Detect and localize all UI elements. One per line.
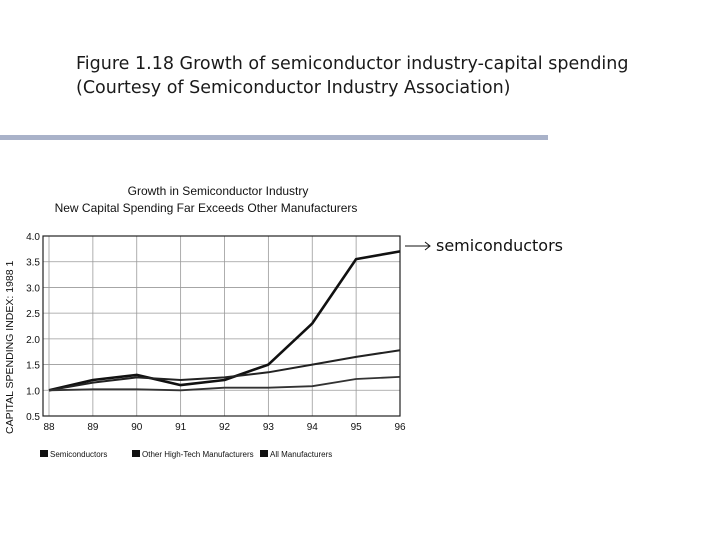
x-tick-label: 92 — [219, 422, 231, 433]
x-tick-label: 88 — [43, 422, 55, 433]
chart-axes: 0.5 1.0 1.5 2.0 2.5 3.0 3.5 4.0 88 89 90 91 92 93 94 95… — [26, 232, 406, 433]
chart-subtitle: New Capital Spending Far Exceeds Other M… — [55, 201, 358, 215]
series-line-1 — [48, 250, 401, 392]
legend-swatch — [40, 450, 48, 457]
y-tick-label: 2.0 — [26, 335, 40, 346]
legend-label: Other High-Tech Manufacturers — [142, 450, 254, 459]
legend-label: Semiconductors — [50, 450, 107, 459]
series-lines — [48, 250, 401, 392]
grid-lines — [43, 235, 401, 417]
series-line-3 — [48, 376, 401, 392]
capital-spending-chart: Growth in Semiconductor Industry New Cap… — [0, 184, 410, 460]
slide-title: Figure 1.18 Growth of semiconductor indu… — [76, 54, 629, 98]
x-tick-label: 89 — [87, 422, 99, 433]
x-tick-label: 90 — [131, 422, 143, 433]
callout-arrow-icon — [405, 241, 431, 251]
legend-label: All Manufacturers — [270, 450, 332, 459]
x-tick-label: 91 — [175, 422, 187, 433]
y-tick-label: 3.0 — [26, 283, 40, 294]
y-tick-label: 0.5 — [26, 412, 40, 423]
legend-swatch — [132, 450, 140, 457]
y-tick-label: 1.5 — [26, 361, 40, 372]
chart-title: Growth in Semiconductor Industry — [128, 184, 309, 198]
y-axis-label: CAPITAL SPENDING INDEX: 1988 1 — [4, 261, 16, 434]
callout-label: semiconductors — [436, 236, 564, 255]
x-tick-label: 93 — [263, 422, 275, 433]
legend-swatch — [260, 450, 268, 457]
chart-legend: Semiconductors Other High-Tech Manufactur… — [40, 450, 332, 459]
series-line-2 — [48, 349, 401, 392]
y-tick-label: 2.5 — [26, 309, 40, 320]
y-tick-label: 3.5 — [26, 258, 40, 269]
plot-frame — [42, 235, 401, 417]
title-rule — [0, 135, 548, 140]
x-tick-label: 94 — [307, 422, 319, 433]
y-tick-label: 4.0 — [26, 232, 40, 243]
y-tick-label: 1.0 — [26, 386, 40, 397]
chart-background — [0, 184, 410, 460]
x-tick-label: 96 — [394, 422, 406, 433]
x-tick-label: 95 — [351, 422, 363, 433]
